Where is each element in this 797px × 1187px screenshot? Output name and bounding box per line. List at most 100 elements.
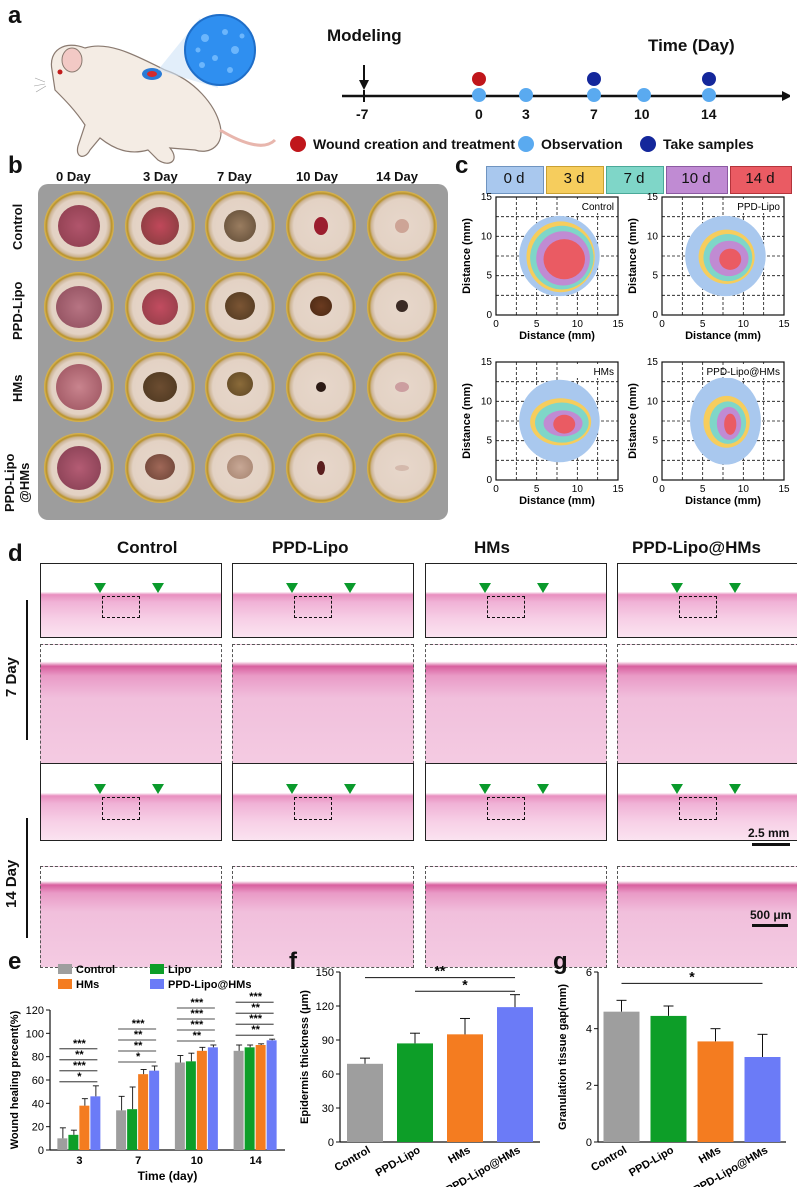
day-label: 0 Day (56, 169, 91, 184)
panel-label-b: b (8, 152, 23, 179)
axis-label: Distance (mm) (685, 330, 761, 342)
trace-plot: HMs 00 5 5 10 10 15 15 Distance (mm) Distance (mm… (461, 357, 624, 507)
axis-label: Distance (mm) (519, 495, 595, 507)
histology-overview (40, 563, 222, 638)
wound-edge-arrow-icon (152, 582, 164, 593)
y-tick-label: 100 (26, 1028, 44, 1040)
wound-trace (724, 413, 737, 435)
bar (196, 1050, 207, 1150)
y-tick-label: 30 (322, 1103, 334, 1115)
tick-label: 5 (486, 271, 492, 282)
bar (185, 1061, 196, 1150)
legend-label: Control (76, 964, 115, 976)
bar (744, 1057, 781, 1142)
panel-label-g: g (553, 948, 568, 975)
column-label: Control (117, 538, 178, 557)
y-tick-label: 60 (322, 1069, 334, 1081)
legend-swatch (150, 964, 164, 974)
bar (255, 1045, 266, 1150)
significance-label: *** (73, 1038, 87, 1050)
y-axis-label: Wound healing precent(%) (9, 1010, 21, 1149)
tick-label: 5 (534, 484, 540, 495)
tick-label: 0 (493, 319, 499, 330)
time-label: Time (Day) (648, 36, 735, 55)
tick-label: 15 (481, 192, 493, 203)
histology-zoom (232, 866, 414, 968)
wound-dish (205, 433, 275, 503)
legend-observation-label: Observation (541, 136, 623, 152)
trace-plot: PPD-Lipo 00 5 5 10 10 15 15 Distance (mm) Distanc… (627, 192, 790, 342)
x-tick-label: HMs (697, 1144, 723, 1166)
wound-edge-arrow-icon (671, 582, 683, 593)
tick-label: 15 (612, 484, 624, 495)
legend-label: HMs (76, 979, 99, 991)
wound-edge-arrow-icon (344, 582, 356, 593)
axis-label: Distance (mm) (461, 383, 473, 459)
day-label: 3 Day (143, 169, 178, 184)
significance-label: *** (249, 991, 263, 1003)
wound-edge-arrow-icon (479, 783, 491, 794)
wound-dish (125, 352, 195, 422)
epidermis-thickness-chart: 0 30 60 90 120 150 Epidermis thickness (μm) Con… (299, 963, 540, 1187)
bar (57, 1138, 68, 1150)
bar (233, 1050, 244, 1150)
histology-overview (232, 563, 414, 638)
tick-label: 0 (486, 475, 492, 486)
x-tick-label: Control (333, 1144, 373, 1174)
trace-plot: PPD-Lipo@HMs 00 5 5 10 10 15 15 Distance (mm) Dis… (627, 357, 790, 507)
axis-label: Distance (mm) (627, 383, 639, 459)
zoom-region-box (679, 797, 717, 821)
group-label: PPD-Lipo @HMs (2, 453, 32, 513)
significance-label: *** (190, 1019, 204, 1031)
tick-label: 10 (572, 319, 584, 330)
y-axis-label: Granulation tissue gap(mm) (557, 984, 569, 1130)
bar (68, 1134, 79, 1150)
wound-edge-arrow-icon (729, 582, 741, 593)
tick-label: 5 (700, 484, 706, 495)
tick-label: 0 (486, 310, 492, 321)
y-tick-label: 6 (586, 967, 592, 979)
significance-label: ** (134, 1040, 143, 1052)
wound-dish (205, 272, 275, 342)
wound-edge-arrow-icon (537, 582, 549, 593)
significance-label: *** (190, 997, 204, 1009)
y-tick-label: 120 (26, 1005, 44, 1017)
significance-label: * (77, 1071, 82, 1083)
bar (697, 1041, 734, 1142)
plot-title: PPD-Lipo@HMs (706, 367, 780, 378)
panel-label-d: d (8, 540, 23, 567)
y-tick-label: 4 (586, 1024, 592, 1036)
column-label: PPD-Lipo (272, 538, 349, 557)
x-tick-label: Control (589, 1144, 629, 1174)
y-axis-label: Epidermis thickness (μm) (299, 990, 311, 1124)
significance-label: ** (251, 1024, 260, 1036)
wound-dish (44, 352, 114, 422)
histology-zoom (617, 866, 797, 968)
zoom-region-box (679, 595, 717, 619)
y-tick-label: 20 (32, 1122, 44, 1134)
wound-dish (125, 433, 195, 503)
wound-dish (286, 191, 356, 261)
sample-dot (587, 72, 601, 86)
wound-edge-arrow-icon (344, 783, 356, 794)
day-label: 10 Day (296, 169, 338, 184)
tick-label: 10 (647, 231, 659, 242)
x-tick-label: PPD-Lipo (374, 1144, 423, 1179)
bar (174, 1062, 185, 1150)
axis-label: Distance (mm) (519, 330, 595, 342)
tick-label: 5 (486, 436, 492, 447)
wound-edge-arrow-icon (537, 783, 549, 794)
significance-label: *** (190, 1008, 204, 1020)
bar (207, 1047, 218, 1150)
bar (650, 1015, 687, 1142)
scale-bar-label-top: 2.5 mm (748, 826, 790, 840)
tick-label: 0 (652, 310, 658, 321)
trace-plot: Control 00 5 5 10 10 15 15 Distance (mm) Distance… (461, 192, 624, 342)
axis-label: Distance (mm) (461, 218, 473, 294)
y-tick-label: 80 (32, 1052, 44, 1064)
histology-overview (617, 563, 797, 638)
scale-bar-top (752, 843, 790, 846)
rat-illustration (33, 14, 277, 164)
tick-label: 0 (652, 475, 658, 486)
tick-label: 10 (738, 319, 750, 330)
